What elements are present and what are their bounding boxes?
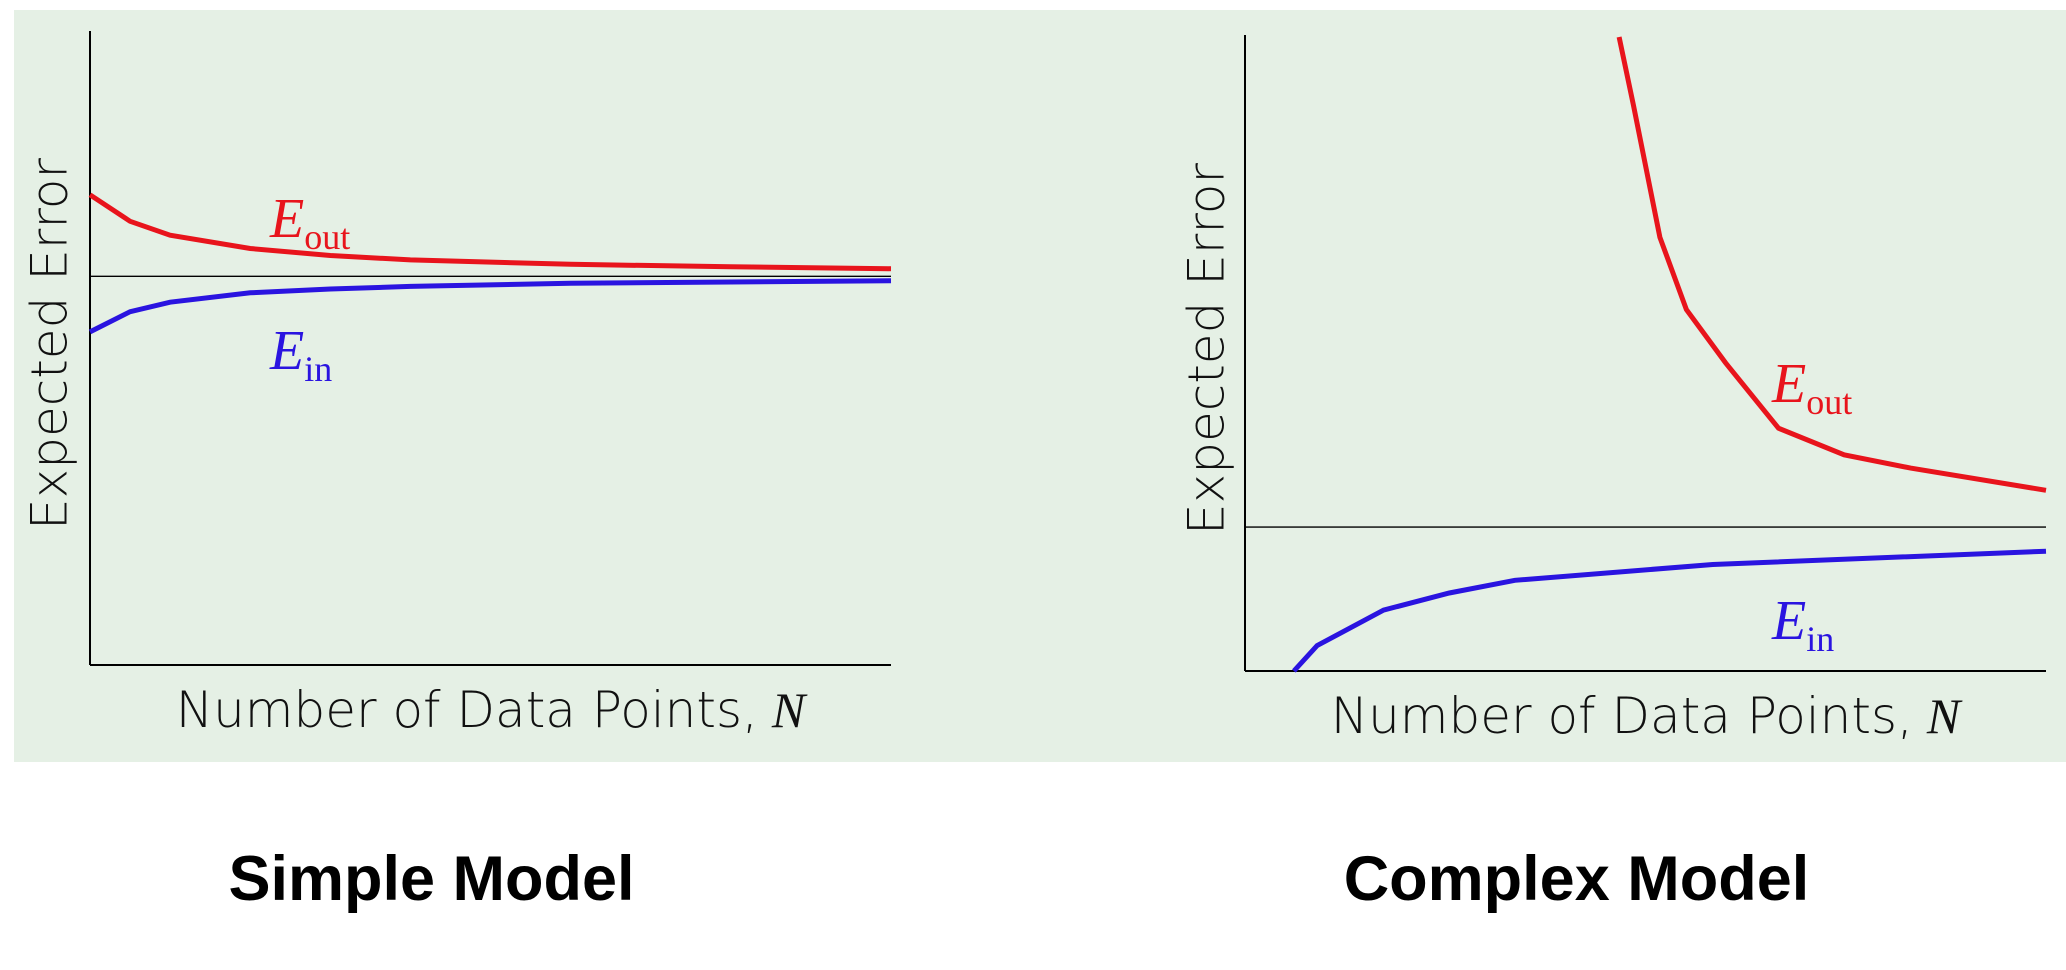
chart-title: Simple Model	[228, 844, 634, 914]
series-subscript: out	[1806, 382, 1852, 422]
series-name: E	[1771, 353, 1806, 415]
series-label: Eout	[269, 188, 350, 257]
x-axis-label-var: N	[1926, 688, 1963, 744]
series-name: E	[269, 188, 304, 250]
x-axis-label-var: N	[771, 682, 808, 738]
series-label: Ein	[269, 320, 332, 389]
series-subscript: in	[304, 349, 332, 389]
curve	[88, 278, 892, 335]
x-axis-label-text: Number of Data Points,	[1331, 687, 1913, 745]
series-label: Ein	[1771, 590, 1834, 659]
series-name: E	[269, 320, 304, 382]
curve	[1292, 548, 2047, 673]
series-name: E	[1771, 590, 1806, 652]
x-axis-label-text: Number of Data Points,	[176, 681, 758, 739]
x-axis-label: Number of Data Points, N	[1331, 687, 1963, 745]
curve	[1616, 36, 2047, 493]
y-axis-label: Expected Error	[1178, 163, 1236, 535]
background	[14, 10, 2066, 762]
series-label: Eout	[1771, 353, 1852, 422]
series-subscript: out	[304, 217, 350, 257]
curve	[88, 192, 892, 272]
series-subscript: in	[1806, 619, 1834, 659]
x-axis-label: Number of Data Points, N	[176, 681, 808, 739]
y-axis-label: Expected Error	[21, 158, 79, 530]
chart-title: Complex Model	[1344, 844, 1810, 914]
